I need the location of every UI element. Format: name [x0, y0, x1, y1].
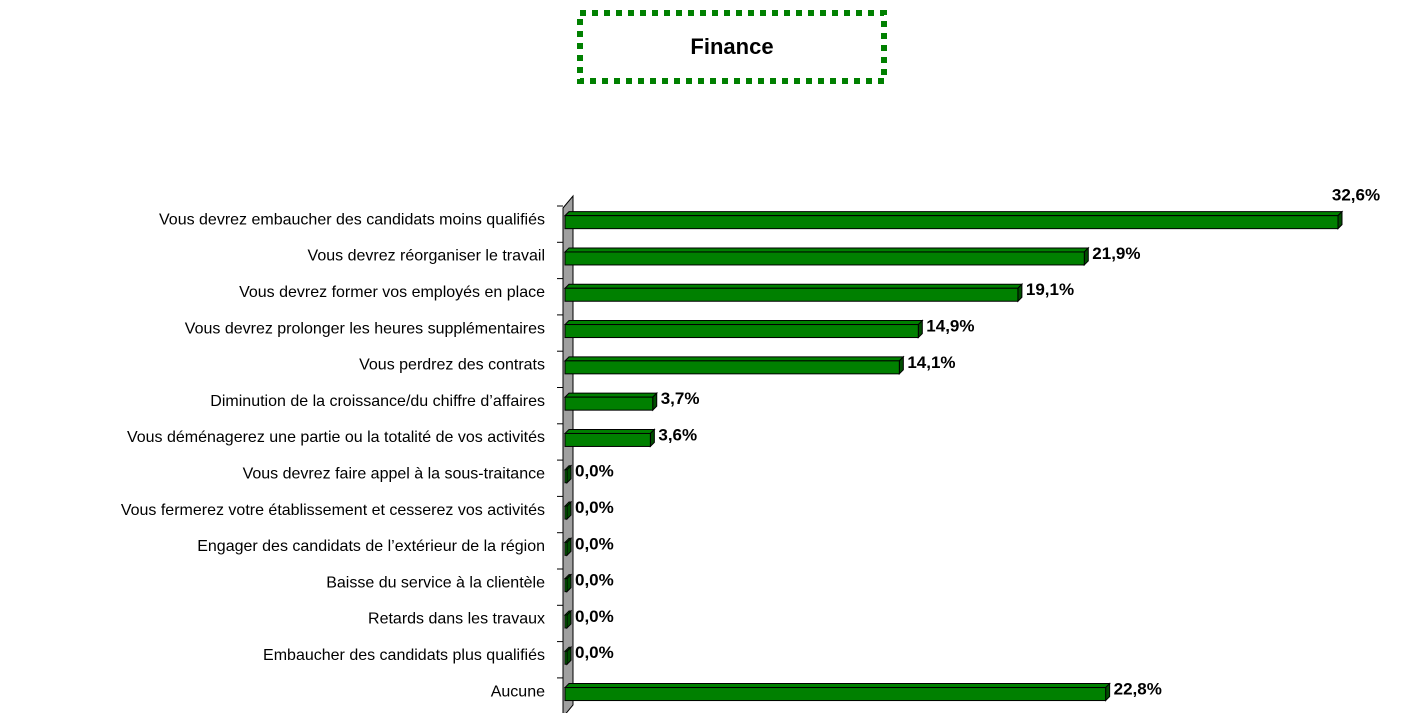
bar	[563, 246, 1090, 267]
value-label: 0,0%	[575, 607, 614, 626]
category-label: Baisse du service à la clientèle	[326, 574, 545, 591]
value-label: 0,0%	[575, 462, 614, 481]
bar	[563, 573, 573, 593]
value-label: 0,0%	[575, 643, 614, 662]
category-label: Vous devrez former vos employés en place	[239, 284, 545, 301]
value-label: 14,1%	[907, 353, 955, 372]
bar	[563, 646, 573, 666]
value-label: 22,8%	[1114, 680, 1162, 699]
bar-front	[564, 396, 654, 411]
bar-front	[564, 469, 568, 484]
bar-front	[564, 541, 568, 556]
category-label: Vous devrez prolonger les heures supplém…	[185, 320, 545, 337]
bar	[563, 682, 1111, 702]
value-label: 21,9%	[1092, 244, 1140, 263]
value-label: 3,6%	[658, 425, 697, 444]
bar	[563, 537, 573, 557]
bar-front	[564, 251, 1085, 266]
value-label: 32,6%	[1332, 186, 1380, 205]
bar-top	[563, 247, 1090, 253]
category-label: Retards dans les travaux	[368, 611, 545, 628]
bar	[563, 319, 924, 339]
title-box	[577, 10, 887, 84]
bar	[563, 283, 1024, 303]
bar	[563, 428, 656, 448]
bar-front	[564, 432, 651, 447]
bar	[563, 355, 905, 376]
bar-front	[564, 578, 568, 593]
bar-front	[564, 650, 568, 665]
value-label: 14,9%	[926, 317, 974, 336]
bar-front	[564, 614, 568, 629]
bar	[563, 609, 573, 630]
bar-front	[564, 324, 919, 339]
bar	[563, 500, 573, 521]
bar-front	[564, 687, 1107, 702]
bar-front	[564, 360, 900, 375]
category-label: Vous devrez réorganiser le travail	[308, 248, 545, 265]
bar	[563, 210, 1344, 230]
category-label: Vous fermerez votre établissement et ces…	[121, 502, 545, 519]
bar-top	[563, 428, 656, 434]
bar-front	[564, 215, 1339, 230]
value-label: 0,0%	[575, 498, 614, 517]
value-label: 3,7%	[661, 389, 700, 408]
bar-top	[563, 211, 1344, 217]
category-label: Embaucher des candidats plus qualifiés	[263, 647, 545, 664]
category-label: Vous perdrez des contrats	[359, 357, 545, 374]
axis-wall	[562, 194, 574, 718]
category-label: Engager des candidats de l’extérieur de …	[197, 538, 545, 555]
category-label: Vous devrez faire appel à la sous-traita…	[243, 465, 546, 482]
bar-top	[563, 283, 1024, 289]
bar-front	[564, 505, 568, 520]
category-label: Aucune	[491, 683, 545, 700]
category-label: Vous déménagerez une partie ou la totali…	[127, 429, 545, 446]
category-label: Vous devrez embaucher des candidats moin…	[159, 211, 545, 228]
category-label: Diminution de la croissance/du chiffre d…	[210, 393, 545, 410]
chart-title: Finance	[690, 34, 773, 59]
bar-top	[563, 392, 658, 398]
value-label: 0,0%	[575, 571, 614, 590]
bar-top	[563, 356, 905, 362]
bar	[563, 391, 658, 412]
value-label: 19,1%	[1026, 280, 1074, 299]
bar	[563, 464, 573, 484]
bar-front	[564, 287, 1019, 302]
bar-top	[563, 320, 924, 326]
value-label: 0,0%	[575, 534, 614, 553]
bar-top	[563, 683, 1111, 689]
